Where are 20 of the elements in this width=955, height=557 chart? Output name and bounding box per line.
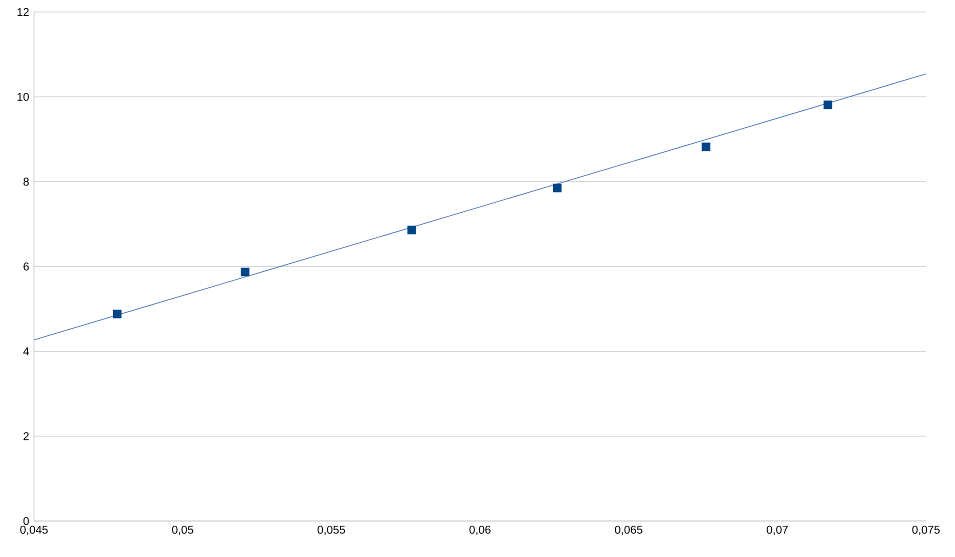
y-tick-label: 8: [23, 178, 29, 186]
point: [702, 142, 710, 152]
y-tick-label: 10: [18, 92, 29, 101]
y-tick-label: 2: [24, 432, 29, 440]
y-tick-label: 12: [18, 8, 29, 16]
x-tick-label: 0,06: [469, 526, 491, 536]
x-tick-label: 0,065: [614, 526, 642, 536]
x-tick-label: 0,05: [172, 526, 194, 536]
point: [553, 184, 562, 192]
point: [240, 268, 250, 276]
point: [824, 100, 832, 110]
x-tick-label: 0,055: [318, 526, 346, 536]
y-tick-label: 6: [24, 262, 29, 271]
y-tick-label: 0: [23, 516, 29, 526]
x-tick-label: 0,075: [912, 526, 940, 536]
point: [112, 310, 122, 318]
point: [407, 226, 416, 234]
x-tick-label: 0,07: [766, 526, 788, 536]
x-tick-label: 0,045: [20, 526, 48, 536]
y-tick-label: 4: [23, 347, 29, 356]
